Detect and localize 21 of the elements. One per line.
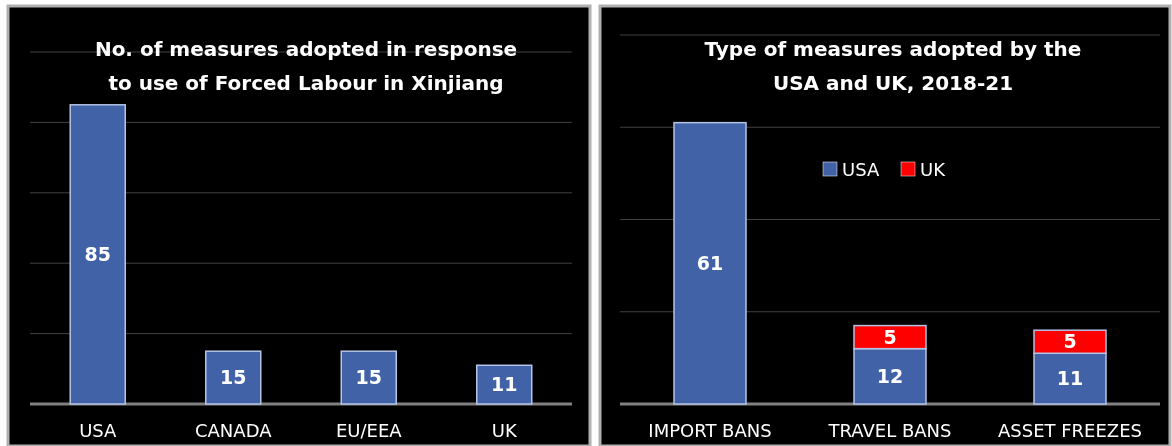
x-tick-label: EU/EEA: [335, 420, 403, 441]
data-label: 12: [876, 364, 904, 387]
legend-label: USA: [842, 159, 880, 181]
x-tick-label: IMPORT BANS: [648, 420, 772, 441]
data-label: 5: [1063, 330, 1077, 353]
x-tick-label: CANADA: [194, 420, 273, 441]
data-label: 85: [84, 243, 111, 266]
data-label: 61: [696, 251, 724, 274]
data-label: 5: [883, 325, 897, 348]
x-tick-label: ASSET FREEZES: [998, 420, 1142, 441]
data-label: 11: [1056, 367, 1084, 390]
text: Type of measures adopted by the USA and UK, 2018-21: [704, 37, 1082, 95]
legend-label: UK: [920, 159, 947, 181]
data-label: 11: [491, 373, 518, 396]
x-tick-label: USA: [79, 420, 118, 441]
bar: [673, 121, 747, 405]
data-label: 15: [220, 366, 247, 389]
x-tick-label: TRAVEL BANS: [827, 420, 952, 441]
x-tick-label: UK: [491, 420, 518, 441]
chart-title: No. of measures adopted in response to use of Forced Labour in Xinjiang: [94, 37, 518, 95]
data-label: 15: [355, 366, 382, 389]
